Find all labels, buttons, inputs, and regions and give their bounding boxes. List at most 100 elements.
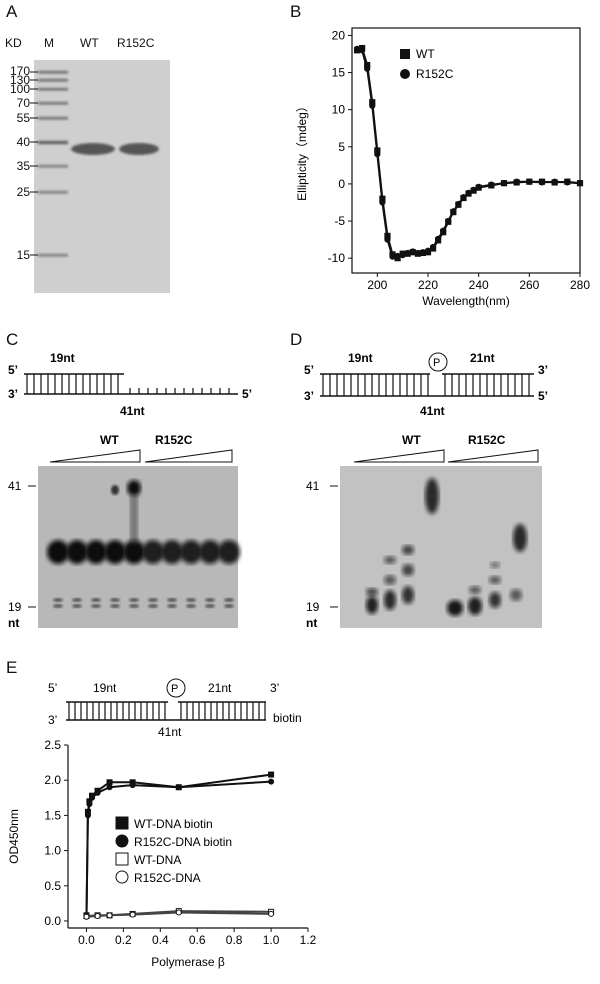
data-point: [89, 794, 95, 801]
size-label-41: 41: [8, 479, 22, 493]
primer-band: [91, 604, 101, 608]
five-prime-label: 5’: [8, 363, 18, 377]
marker-size: 25: [16, 185, 30, 199]
series-r152c-dna: [83, 909, 275, 920]
product-band: [447, 600, 463, 616]
size-label-19: 19: [306, 600, 320, 614]
marker-size-labels: 170 130 100 70 55 40 35 25 15: [0, 55, 34, 295]
panel-c-label: C: [6, 330, 19, 349]
five-prime-label: 5’: [48, 681, 57, 695]
upstream-length-label: 19nt: [348, 351, 373, 365]
data-point: [84, 812, 91, 819]
product-band: [142, 540, 164, 564]
y-tick-label: 5: [338, 140, 345, 154]
product-band: [47, 540, 69, 564]
gel-background: [34, 60, 170, 293]
product-band: [123, 540, 145, 564]
primer-band: [167, 598, 177, 602]
data-point: [424, 247, 432, 254]
data-point: [379, 199, 386, 206]
primer-band: [72, 598, 82, 602]
marker-ticks: [30, 71, 38, 256]
series-wt: [353, 44, 584, 262]
x-tick-label: 0.2: [115, 933, 132, 947]
data-point: [389, 253, 396, 260]
legend: WT R152C: [400, 47, 454, 81]
product-band: [384, 590, 396, 610]
data-point: [115, 834, 129, 848]
substrate-diagram-e: P 5’ 3’ 19nt 21nt 41nt 3’ biotin: [48, 678, 302, 739]
five-prime-right-label: 5’: [242, 387, 252, 401]
legend-entry: R152C: [416, 67, 454, 81]
data-point: [445, 217, 452, 225]
data-point: [374, 151, 381, 158]
product-band: [218, 540, 240, 564]
series-r152c-dna-biotin: [83, 778, 275, 920]
y-tick-label: 0.0: [44, 914, 61, 928]
wedge-wt: [353, 449, 445, 463]
data-point: [129, 911, 136, 918]
plot-frame: [351, 27, 581, 274]
product-band: [402, 564, 414, 576]
data-point: [364, 65, 371, 72]
marker-size: 35: [16, 159, 30, 173]
product-band: [468, 597, 482, 615]
three-prime-label: 3’: [48, 713, 57, 727]
data-point: [551, 178, 558, 185]
primer-band: [110, 598, 120, 602]
data-point: [455, 200, 462, 208]
legend-entry: WT: [416, 47, 435, 61]
data-point: [526, 178, 533, 185]
product-band: [66, 540, 88, 564]
data-point: [384, 236, 391, 243]
product-band: [199, 540, 221, 564]
product-band: [469, 586, 481, 594]
marker-size: 130: [9, 73, 30, 87]
primer-band: [186, 598, 196, 602]
x-tick-label: 260: [519, 278, 539, 292]
y-tick-label: 1.5: [44, 808, 61, 822]
primer-band: [72, 604, 82, 608]
primer-band: [224, 598, 234, 602]
product-band: [85, 540, 107, 564]
data-point: [83, 913, 90, 920]
data-point: [400, 49, 410, 59]
group-label-r152c: R152C: [468, 433, 506, 447]
x-tick-label: 0.8: [226, 933, 243, 947]
y-tick-label: -10: [328, 251, 346, 265]
sds-page-gel: [30, 60, 170, 293]
data-point: [268, 778, 275, 785]
product-band: [402, 545, 414, 555]
phosphate-icon: [166, 678, 186, 698]
data-point: [86, 801, 93, 808]
legend-entry: R152C-DNA biotin: [134, 835, 232, 849]
product-band: [489, 592, 501, 608]
y-tick-label: 10: [332, 103, 346, 117]
x-tick-label: 0.4: [152, 933, 169, 947]
x-tick-label: 220: [418, 278, 438, 292]
phosphate-label: P: [171, 683, 178, 695]
panel-e-label: E: [6, 658, 18, 677]
primer-band: [224, 604, 234, 608]
data-point: [175, 784, 182, 791]
data-point: [369, 102, 376, 110]
primer-length-label: 19nt: [50, 351, 75, 365]
x-axis-label: Polymerase β: [151, 955, 225, 969]
wedge-r152c: [447, 449, 539, 463]
lane-label-wt: WT: [80, 36, 99, 50]
five-prime-right-label: 5’: [538, 389, 548, 403]
data-point: [419, 249, 427, 256]
panel-a-label: A: [6, 2, 18, 21]
group-label-wt: WT: [402, 433, 421, 447]
data-point: [106, 779, 113, 786]
primer-band: [129, 598, 139, 602]
product-band: [510, 589, 522, 601]
data-point: [353, 45, 361, 52]
panel-d-label: D: [290, 330, 303, 349]
y-axis-label: Ellipticity（mdeg）: [295, 100, 309, 201]
three-prime-right-label: 3’: [538, 363, 548, 377]
gel-d: WT R152C 41 19 nt: [306, 433, 542, 630]
data-point: [488, 181, 495, 188]
template-length-label: 41nt: [120, 404, 145, 418]
size-unit-label: nt: [306, 616, 317, 630]
